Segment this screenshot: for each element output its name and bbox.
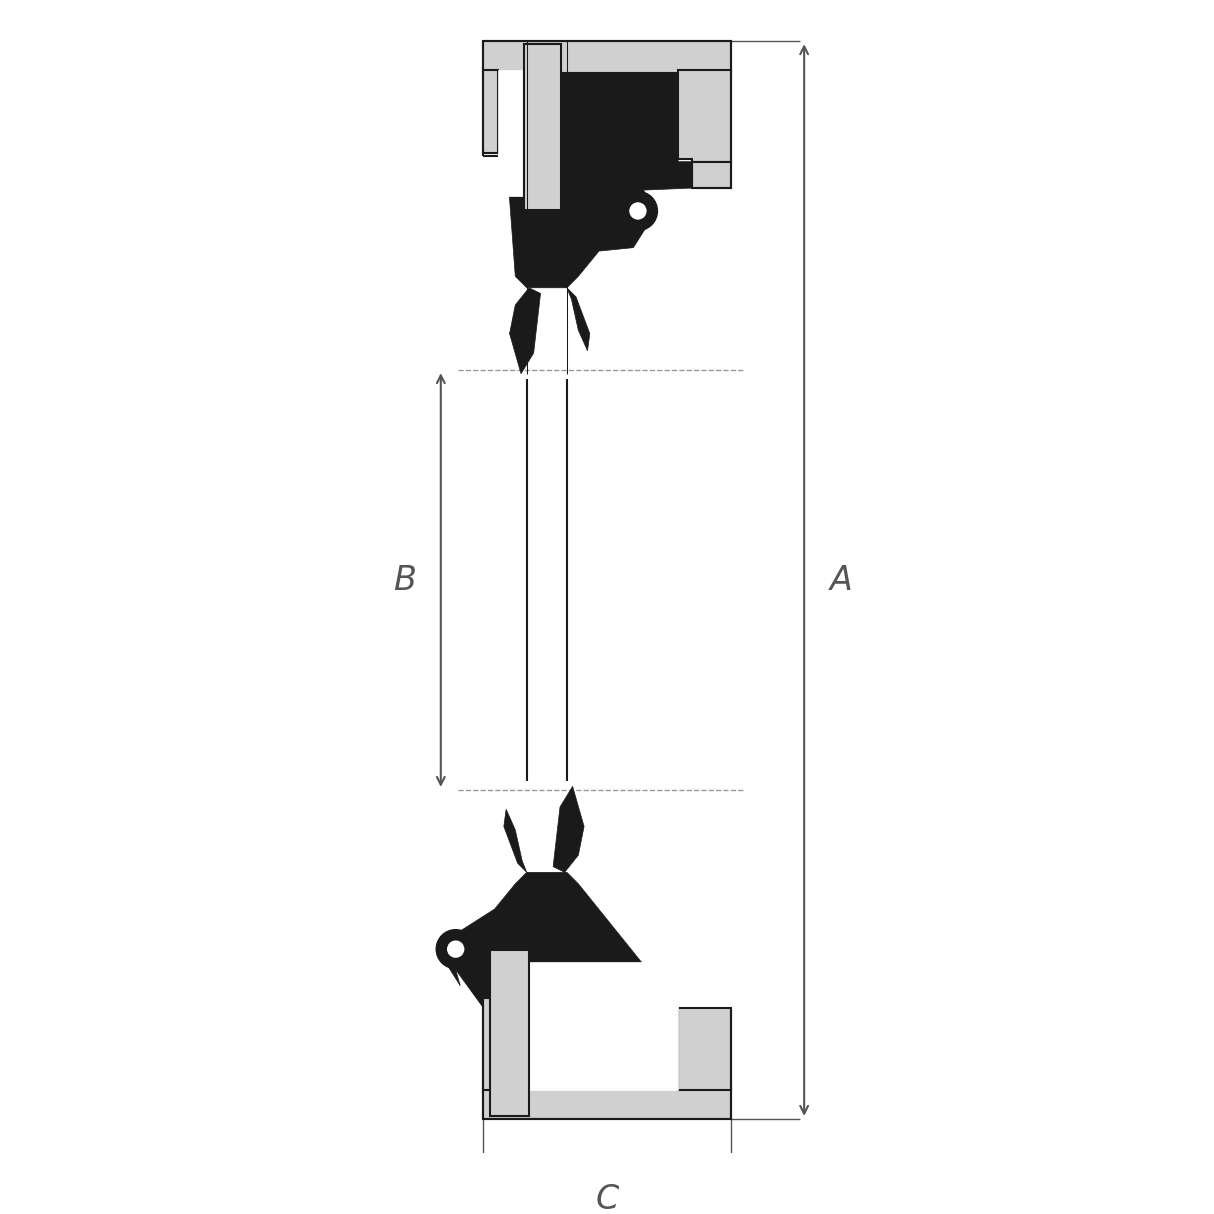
Polygon shape xyxy=(504,810,527,873)
Text: C: C xyxy=(595,1182,619,1214)
Polygon shape xyxy=(483,41,731,73)
Polygon shape xyxy=(692,161,731,188)
Polygon shape xyxy=(679,70,731,161)
Circle shape xyxy=(436,930,475,969)
Polygon shape xyxy=(483,1087,731,1119)
Polygon shape xyxy=(483,998,498,1090)
Polygon shape xyxy=(498,70,692,288)
Polygon shape xyxy=(554,787,584,873)
Polygon shape xyxy=(679,1008,731,1090)
Polygon shape xyxy=(483,70,498,153)
Polygon shape xyxy=(498,70,524,197)
Circle shape xyxy=(446,940,465,959)
Polygon shape xyxy=(529,961,679,1090)
Polygon shape xyxy=(510,288,540,374)
Circle shape xyxy=(628,202,648,221)
Polygon shape xyxy=(490,951,529,1117)
Polygon shape xyxy=(567,288,590,351)
Text: B: B xyxy=(392,563,415,596)
Text: A: A xyxy=(829,563,852,596)
Polygon shape xyxy=(441,873,679,1090)
Circle shape xyxy=(618,192,658,231)
Polygon shape xyxy=(524,44,561,210)
